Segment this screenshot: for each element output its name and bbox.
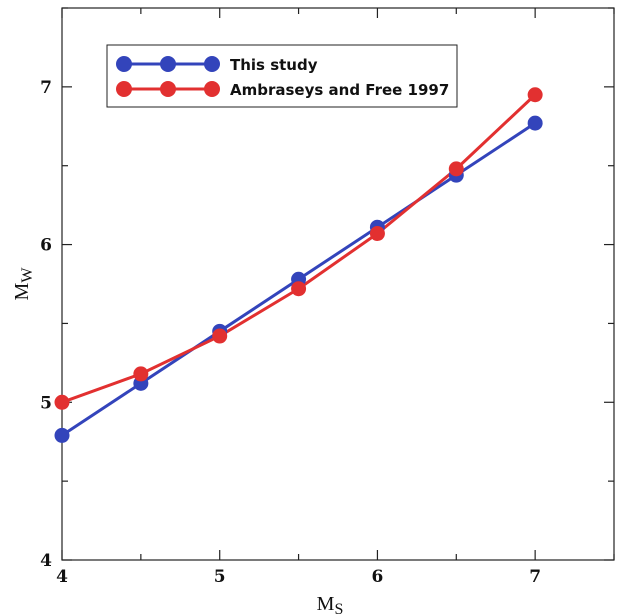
data-point-ambraseys-and-free-1997-5 xyxy=(448,161,464,177)
data-point-this-study-0 xyxy=(54,427,70,443)
y-axis-title-sub: W xyxy=(19,267,36,283)
data-point-ambraseys-and-free-1997-1 xyxy=(133,366,149,382)
data-point-ambraseys-and-free-1997-6 xyxy=(527,87,543,103)
legend-marker-ambraseys-1 xyxy=(116,81,132,97)
x-axis-title: MS xyxy=(317,593,344,616)
series-points xyxy=(54,87,543,443)
y-tick-label-4: 4 xyxy=(40,551,52,571)
series-lines xyxy=(61,93,537,437)
y-tick-label-7: 7 xyxy=(40,78,52,98)
legend: This study Ambraseys and Free 1997 xyxy=(106,44,458,108)
legend-marker-ambraseys-2 xyxy=(160,81,176,97)
legend-label-this-study: This study xyxy=(230,56,318,74)
y-axis-title-main: M xyxy=(11,282,33,300)
legend-label-ambraseys: Ambraseys and Free 1997 xyxy=(230,81,449,99)
plot-frame xyxy=(61,7,615,561)
series-line-ambraseys-and-free-1997 xyxy=(61,93,537,404)
legend-box xyxy=(106,44,458,108)
x-axis-title-main: M xyxy=(317,593,335,615)
legend-marker-this-study-1 xyxy=(116,56,132,72)
x-tick-label-6: 6 xyxy=(372,567,384,587)
x-tick-label-7: 7 xyxy=(529,567,541,587)
y-tick-label-5: 5 xyxy=(40,393,52,413)
data-point-ambraseys-and-free-1997-3 xyxy=(291,281,307,297)
legend-marker-ambraseys-3 xyxy=(204,81,220,97)
legend-marker-this-study-2 xyxy=(160,56,176,72)
x-axis-title-sub: S xyxy=(334,601,343,616)
data-point-this-study-6 xyxy=(527,115,543,131)
x-tick-label-4: 4 xyxy=(56,567,68,587)
data-point-ambraseys-and-free-1997-2 xyxy=(212,328,228,344)
y-axis-title: MW xyxy=(11,267,36,301)
legend-marker-this-study-3 xyxy=(204,56,220,72)
axis-tick-labels: 4 5 6 7 4 5 6 7 xyxy=(40,78,541,587)
x-tick-label-5: 5 xyxy=(214,567,226,587)
data-point-ambraseys-and-free-1997-0 xyxy=(54,394,70,410)
axis-ticks xyxy=(61,7,615,561)
data-point-ambraseys-and-free-1997-4 xyxy=(369,226,385,242)
y-tick-label-6: 6 xyxy=(40,236,52,256)
